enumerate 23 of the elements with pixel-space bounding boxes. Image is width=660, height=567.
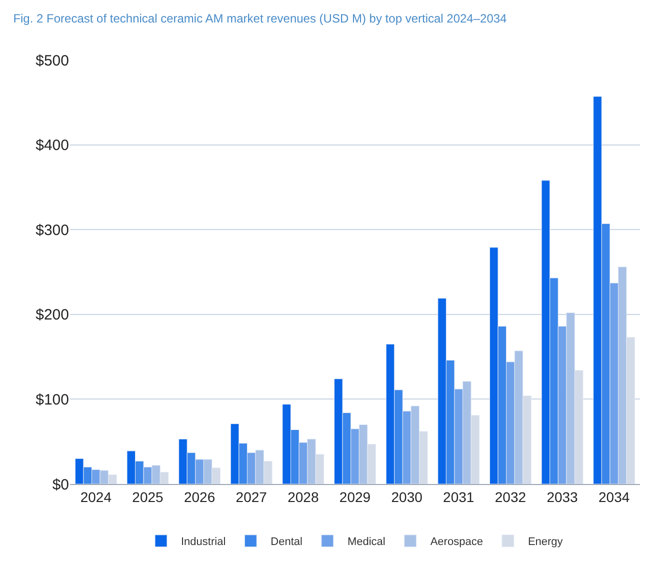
y-tick-label: $500 — [36, 52, 69, 70]
x-tick-label: 2030 — [391, 488, 423, 505]
x-tick-label: 2027 — [236, 488, 268, 505]
legend-label: Energy — [528, 536, 564, 548]
x-tick-label: 2034 — [598, 488, 630, 505]
x-tick-label: 2033 — [546, 488, 578, 505]
x-tick-label: 2026 — [184, 488, 216, 505]
x-tick-label: 2028 — [288, 488, 319, 505]
y-tick-label: $0 — [52, 476, 69, 494]
y-tick-label: $400 — [36, 137, 69, 154]
legend-label: Dental — [270, 536, 302, 548]
y-tick-label: $300 — [36, 222, 69, 239]
y-tick-label: $200 — [36, 306, 69, 324]
x-tick-label: 2031 — [443, 488, 474, 505]
x-tick-label: 2032 — [494, 488, 526, 505]
chart-title: Fig. 2 Forecast of technical ceramic AM market revenues (USD M) by top vertical 2024–2034 — [13, 12, 508, 26]
legend-label: Aerospace — [430, 536, 483, 548]
x-tick-label: 2025 — [132, 488, 164, 505]
y-tick-label: $100 — [36, 391, 69, 408]
legend-label: Medical — [347, 536, 386, 548]
x-tick-label: 2029 — [339, 488, 371, 505]
legend-label: Industrial — [181, 536, 226, 548]
x-tick-label: 2024 — [80, 488, 112, 505]
